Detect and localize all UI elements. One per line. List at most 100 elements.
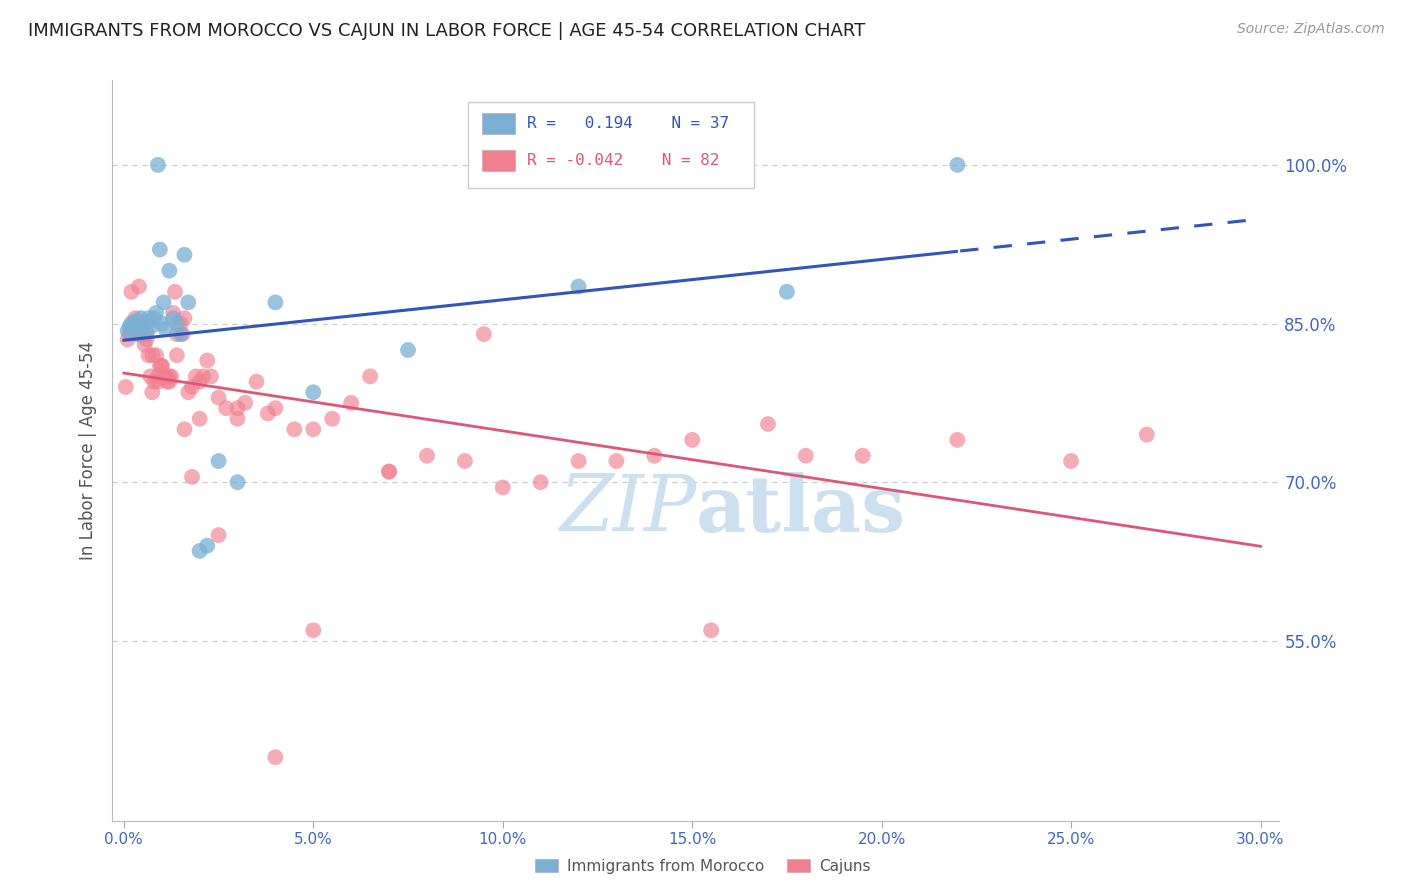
FancyBboxPatch shape <box>468 103 755 187</box>
Point <box>359 369 381 384</box>
Point <box>302 422 325 436</box>
Point <box>152 295 174 310</box>
Point <box>226 475 249 490</box>
Point <box>852 449 875 463</box>
Text: R =   0.194    N = 37: R = 0.194 N = 37 <box>527 116 728 131</box>
Point <box>118 319 141 334</box>
Point <box>170 317 193 331</box>
Point <box>138 348 160 362</box>
Point <box>264 295 287 310</box>
Y-axis label: In Labor Force | Age 45-54: In Labor Force | Age 45-54 <box>79 341 97 560</box>
Point <box>155 322 177 336</box>
Point <box>181 380 204 394</box>
Point <box>135 332 157 346</box>
Point <box>135 325 157 339</box>
Point <box>207 528 229 542</box>
Point <box>946 158 969 172</box>
Point <box>118 327 141 342</box>
Point <box>146 158 169 172</box>
Legend: Immigrants from Morocco, Cajuns: Immigrants from Morocco, Cajuns <box>529 853 877 880</box>
Point <box>122 318 145 333</box>
Bar <box>482 113 515 134</box>
Point <box>146 375 169 389</box>
Point <box>134 337 156 351</box>
Point <box>378 465 401 479</box>
Point <box>163 285 186 299</box>
Point <box>188 544 211 558</box>
Point <box>117 324 139 338</box>
Point <box>567 279 589 293</box>
Point <box>132 318 155 333</box>
Point <box>700 624 723 638</box>
Text: IMMIGRANTS FROM MOROCCO VS CAJUN IN LABOR FORCE | AGE 45-54 CORRELATION CHART: IMMIGRANTS FROM MOROCCO VS CAJUN IN LABO… <box>28 22 865 40</box>
Point <box>170 327 193 342</box>
Point <box>114 380 136 394</box>
Text: ZIP: ZIP <box>558 472 696 548</box>
Point <box>283 422 305 436</box>
Point <box>177 385 200 400</box>
Point <box>195 353 218 368</box>
Text: atlas: atlas <box>696 472 905 548</box>
Point <box>127 322 149 336</box>
Point <box>124 311 146 326</box>
Point <box>188 375 211 389</box>
Point <box>605 454 627 468</box>
Point <box>132 317 155 331</box>
Point <box>172 327 194 342</box>
Point <box>138 311 160 326</box>
Point <box>150 317 173 331</box>
Bar <box>482 150 515 170</box>
Point <box>134 317 156 331</box>
Point <box>215 401 238 416</box>
Point <box>177 295 200 310</box>
Point <box>396 343 419 357</box>
Point <box>128 327 150 342</box>
Point <box>226 401 249 416</box>
Point <box>150 359 173 373</box>
Point <box>1060 454 1083 468</box>
Point <box>776 285 799 299</box>
Point <box>226 411 249 425</box>
Point <box>946 433 969 447</box>
Point <box>150 359 173 373</box>
Point <box>264 750 287 764</box>
Point <box>162 306 184 320</box>
Point <box>416 449 439 463</box>
Point <box>141 385 163 400</box>
Point <box>135 327 157 342</box>
Point <box>256 406 278 420</box>
Point <box>128 279 150 293</box>
Point <box>143 311 166 326</box>
Point <box>472 327 495 342</box>
Point <box>207 391 229 405</box>
Point <box>188 411 211 425</box>
Point <box>139 314 162 328</box>
Point <box>120 317 142 331</box>
Text: R = -0.042    N = 82: R = -0.042 N = 82 <box>527 153 720 169</box>
Point <box>152 369 174 384</box>
Point <box>155 369 177 384</box>
Point <box>207 454 229 468</box>
Point <box>193 369 215 384</box>
Point <box>195 539 218 553</box>
Point <box>756 417 779 431</box>
Point <box>643 449 665 463</box>
Point <box>146 369 169 384</box>
Point <box>156 375 179 389</box>
Point <box>117 332 139 346</box>
Point <box>141 318 163 333</box>
Point <box>160 369 183 384</box>
Text: Source: ZipAtlas.com: Source: ZipAtlas.com <box>1237 22 1385 37</box>
Point <box>1136 427 1159 442</box>
Point <box>141 348 163 362</box>
Point <box>143 375 166 389</box>
Point <box>567 454 589 468</box>
Point <box>173 311 195 326</box>
Point <box>124 322 146 336</box>
Point <box>245 375 267 389</box>
Point <box>157 369 180 384</box>
Point <box>794 449 817 463</box>
Point <box>157 263 180 277</box>
Point <box>145 348 167 362</box>
Point <box>157 375 180 389</box>
